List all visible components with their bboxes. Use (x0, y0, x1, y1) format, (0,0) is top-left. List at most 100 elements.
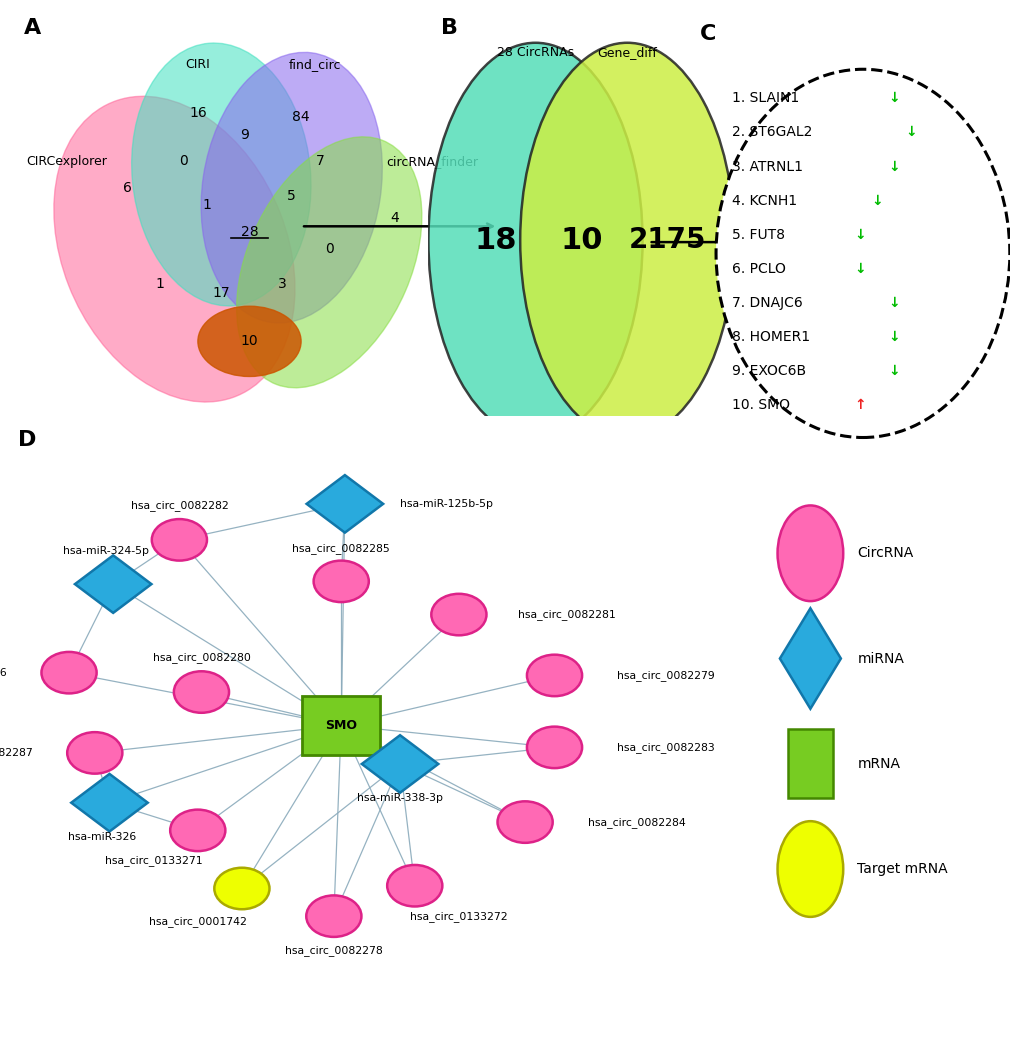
Polygon shape (307, 475, 383, 532)
Text: hsa_circ_0133272: hsa_circ_0133272 (410, 911, 507, 921)
Text: ↓: ↓ (905, 126, 916, 139)
Text: 16: 16 (189, 106, 207, 120)
Text: 2175: 2175 (628, 227, 705, 255)
Text: B: B (440, 18, 458, 38)
Text: A: A (24, 18, 42, 38)
Ellipse shape (428, 43, 642, 438)
Text: hsa_circ_0082285: hsa_circ_0082285 (292, 543, 389, 553)
Text: hsa_circ_0082281: hsa_circ_0082281 (518, 609, 614, 620)
Text: 7. DNAJC6: 7. DNAJC6 (732, 296, 802, 310)
Text: SMO: SMO (325, 719, 357, 732)
Text: 10. SMO: 10. SMO (732, 398, 790, 412)
Ellipse shape (152, 519, 207, 561)
Text: mRNA: mRNA (857, 757, 900, 771)
Text: 28 CircRNAs: 28 CircRNAs (496, 46, 574, 59)
Text: find_circ: find_circ (288, 58, 341, 71)
Ellipse shape (214, 867, 269, 909)
Text: 3. ATRNL1: 3. ATRNL1 (732, 159, 803, 174)
Ellipse shape (170, 809, 225, 851)
Text: 1: 1 (203, 199, 212, 212)
Text: 9: 9 (240, 128, 249, 142)
Text: 4: 4 (390, 211, 398, 226)
Text: hsa_circ_0082282: hsa_circ_0082282 (130, 500, 228, 511)
Ellipse shape (431, 594, 486, 635)
Text: 28: 28 (240, 225, 258, 238)
Text: 0: 0 (325, 242, 333, 256)
Text: hsa-miR-324-5p: hsa-miR-324-5p (63, 546, 149, 556)
Ellipse shape (387, 865, 442, 907)
Ellipse shape (776, 505, 843, 601)
Text: hsa_circ_0082283: hsa_circ_0082283 (616, 742, 714, 753)
Ellipse shape (198, 306, 301, 376)
Text: Target mRNA: Target mRNA (857, 862, 947, 876)
Text: hsa_circ_0082280: hsa_circ_0082280 (153, 652, 250, 664)
Ellipse shape (715, 70, 1009, 438)
Text: hsa_circ_0082287: hsa_circ_0082287 (0, 748, 33, 758)
Text: 4. KCNH1: 4. KCNH1 (732, 193, 797, 208)
Text: Gene_diff: Gene_diff (597, 46, 656, 59)
Text: D: D (17, 430, 36, 449)
Text: C: C (699, 24, 715, 44)
Text: 5. FUT8: 5. FUT8 (732, 228, 785, 241)
Text: hsa-miR-326: hsa-miR-326 (68, 832, 137, 842)
Polygon shape (71, 774, 148, 832)
Text: 6. PCLO: 6. PCLO (732, 262, 786, 276)
Ellipse shape (520, 43, 734, 438)
Text: 9. EXOC6B: 9. EXOC6B (732, 364, 806, 379)
Text: miRNA: miRNA (857, 651, 903, 666)
FancyBboxPatch shape (302, 696, 380, 755)
Text: 84: 84 (292, 110, 310, 125)
Ellipse shape (306, 895, 361, 937)
Text: ↓: ↓ (888, 92, 899, 105)
Ellipse shape (67, 732, 122, 774)
Text: 17: 17 (212, 286, 230, 301)
Ellipse shape (497, 802, 552, 842)
Text: ↓: ↓ (888, 330, 899, 344)
Text: hsa_circ_0133271: hsa_circ_0133271 (105, 855, 202, 866)
Polygon shape (362, 735, 438, 792)
Ellipse shape (42, 652, 97, 694)
Text: CIRCexplorer: CIRCexplorer (26, 155, 107, 167)
Text: 5: 5 (287, 189, 296, 204)
Text: 8. HOMER1: 8. HOMER1 (732, 330, 810, 344)
Text: circRNA_finder: circRNA_finder (386, 155, 478, 167)
Ellipse shape (201, 52, 382, 323)
Text: 2. ST6GAL2: 2. ST6GAL2 (732, 126, 812, 139)
Text: ↓: ↓ (888, 296, 899, 310)
Text: ↓: ↓ (888, 159, 899, 174)
Polygon shape (780, 608, 840, 709)
Text: hsa_circ_0082278: hsa_circ_0082278 (284, 945, 382, 956)
Text: 0: 0 (179, 154, 187, 168)
Ellipse shape (173, 671, 229, 712)
Text: 6: 6 (123, 181, 131, 194)
Text: ↓: ↓ (854, 262, 865, 276)
Text: ↓: ↓ (888, 364, 899, 379)
Text: 7: 7 (315, 154, 324, 168)
Text: 1. SLAIN1: 1. SLAIN1 (732, 92, 799, 105)
Text: hsa_circ_0082284: hsa_circ_0082284 (587, 816, 685, 828)
Text: 1: 1 (156, 278, 165, 291)
Text: 10: 10 (240, 334, 258, 348)
Ellipse shape (236, 137, 422, 388)
Ellipse shape (527, 727, 582, 769)
FancyBboxPatch shape (788, 729, 832, 799)
Text: hsa_circ_0001742: hsa_circ_0001742 (149, 916, 247, 927)
Text: hsa-miR-125b-5p: hsa-miR-125b-5p (399, 499, 492, 509)
Ellipse shape (54, 97, 294, 402)
Text: ↓: ↓ (854, 228, 865, 241)
Text: hsa_circ_0082286: hsa_circ_0082286 (0, 668, 6, 678)
Text: CircRNA: CircRNA (857, 546, 913, 561)
Text: hsa_circ_0082279: hsa_circ_0082279 (616, 670, 714, 681)
Ellipse shape (313, 561, 369, 602)
Text: hsa-miR-338-3p: hsa-miR-338-3p (357, 794, 442, 803)
Text: CIRI: CIRI (185, 58, 210, 71)
Ellipse shape (527, 654, 582, 696)
Text: ↓: ↓ (870, 193, 882, 208)
Text: ↑: ↑ (854, 398, 865, 412)
Text: 3: 3 (278, 278, 286, 291)
Text: 18: 18 (474, 226, 517, 255)
Ellipse shape (131, 43, 311, 306)
Polygon shape (74, 555, 151, 613)
Ellipse shape (776, 822, 843, 917)
Text: 10: 10 (559, 226, 602, 255)
